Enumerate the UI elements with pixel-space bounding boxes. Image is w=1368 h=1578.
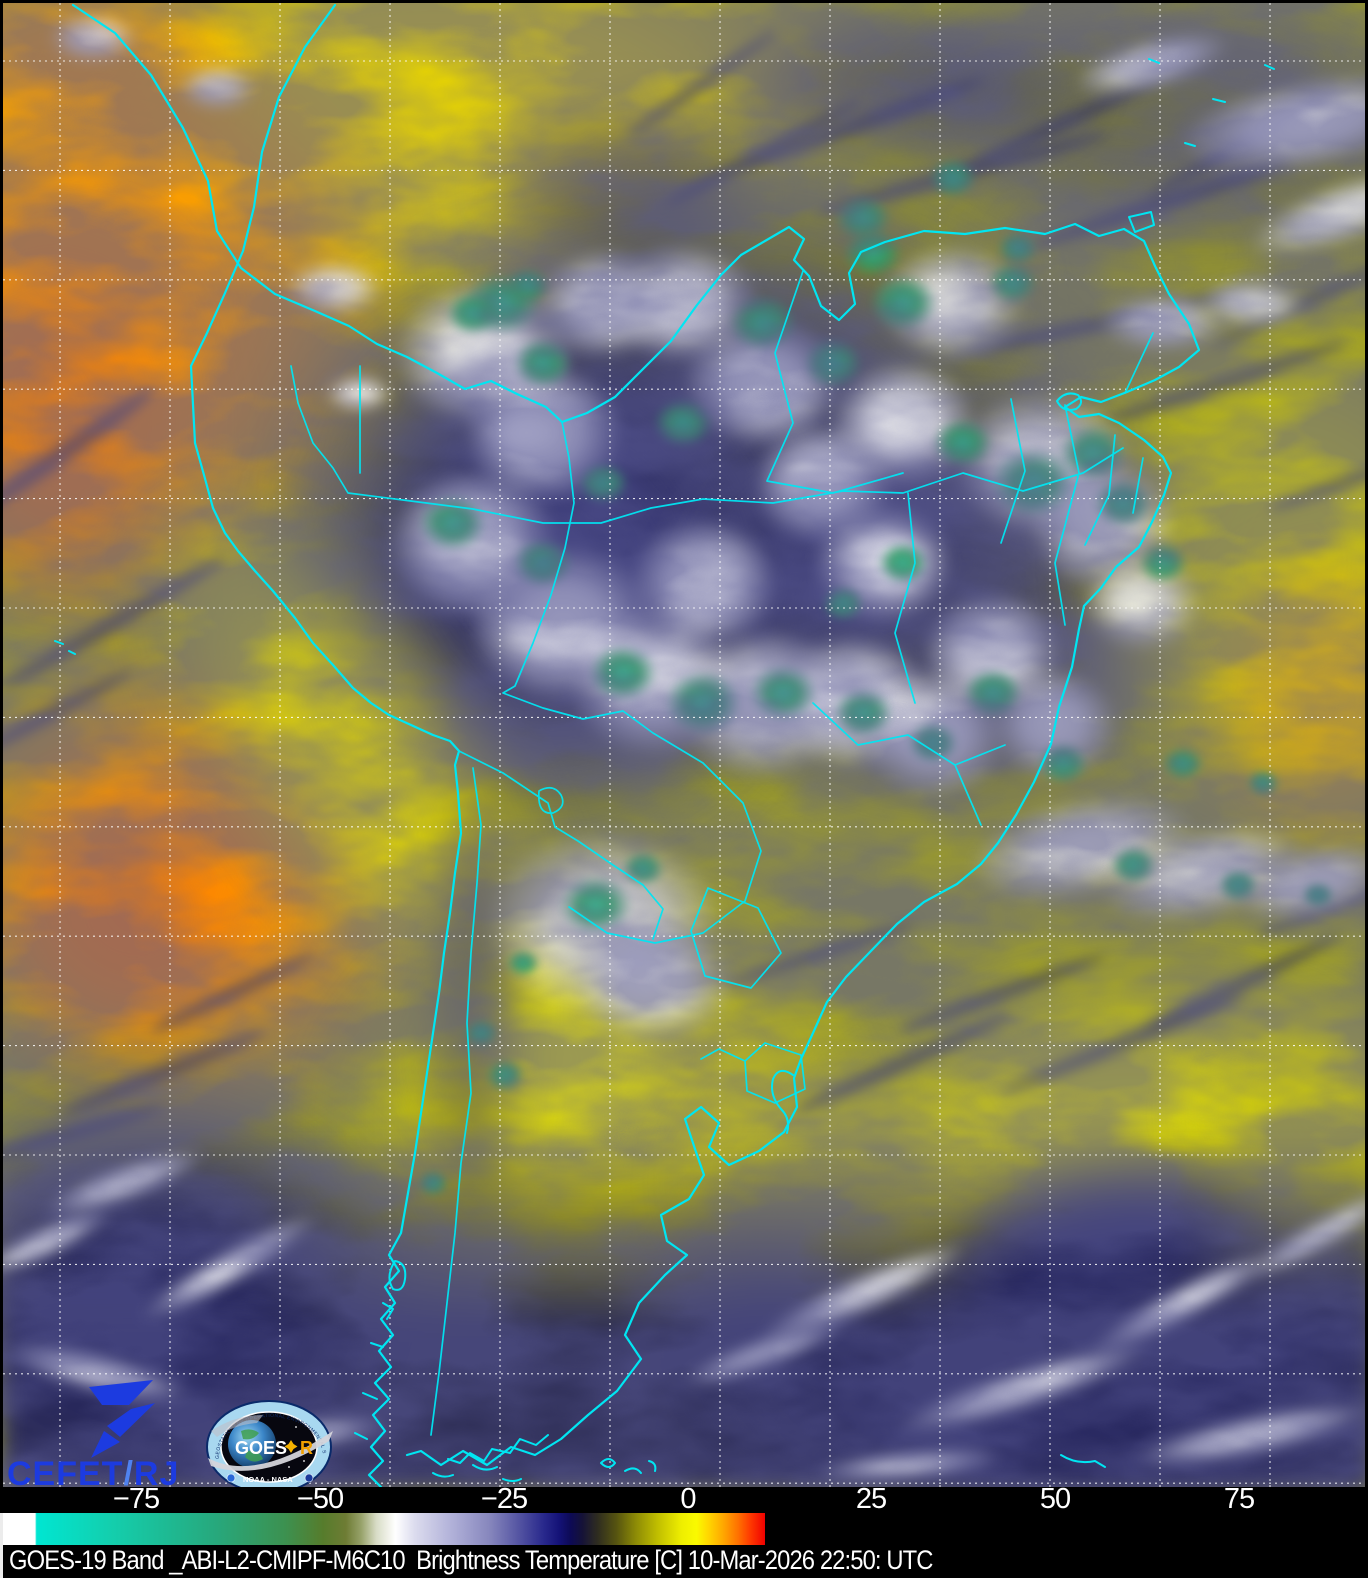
coastline-pacific: [189, 364, 463, 1487]
cefet-logo-text: CEFET/RJ: [7, 1455, 179, 1487]
goes-logo-name: GOES: [235, 1438, 287, 1458]
colorbar-tick-label: −25: [480, 1483, 528, 1515]
coastline-central-america: [71, 3, 564, 424]
country-borders: [290, 270, 1154, 1436]
colorbar: [3, 1513, 765, 1545]
islands: [54, 58, 1275, 1482]
cefet-glyph: [89, 1380, 155, 1458]
colorbar-tick-label: 25: [855, 1483, 887, 1515]
coastline-atlantic: [405, 222, 1201, 1467]
graticule-grid: [3, 3, 1365, 1487]
colorbar-tick-label: 75: [1223, 1483, 1255, 1515]
colorbar-tick-label: −50: [296, 1483, 344, 1515]
colorbar-tick-label: 0: [680, 1483, 696, 1515]
colorbar-tick-label: 50: [1039, 1483, 1071, 1515]
coastlines-and-borders: [54, 3, 1275, 1487]
colorbar-tick-label: −75: [112, 1483, 160, 1515]
satellite-map: CEFET/RJ GEOSTATIONARY OPERATIONAL ENVIR…: [0, 0, 1368, 1487]
caption-bar: GOES-19 Band _ABI-L2-CMIPF-M6C10 Brightn…: [9, 1545, 933, 1575]
goes-logo-agencies: NOAA - NASA: [243, 1475, 293, 1484]
frame-edge-line: [0, 1513, 3, 1578]
map-overlay: CEFET/RJ GEOSTATIONARY OPERATIONAL ENVIR…: [3, 3, 1365, 1487]
cefet-rj-logo: CEFET/RJ: [7, 1380, 179, 1487]
goes-logo-r: R: [300, 1438, 313, 1458]
legend-panel: −75 −50 −25 0 25 50 75 GOES-19 Band _ABI-L2-CM…: [0, 1483, 1368, 1578]
